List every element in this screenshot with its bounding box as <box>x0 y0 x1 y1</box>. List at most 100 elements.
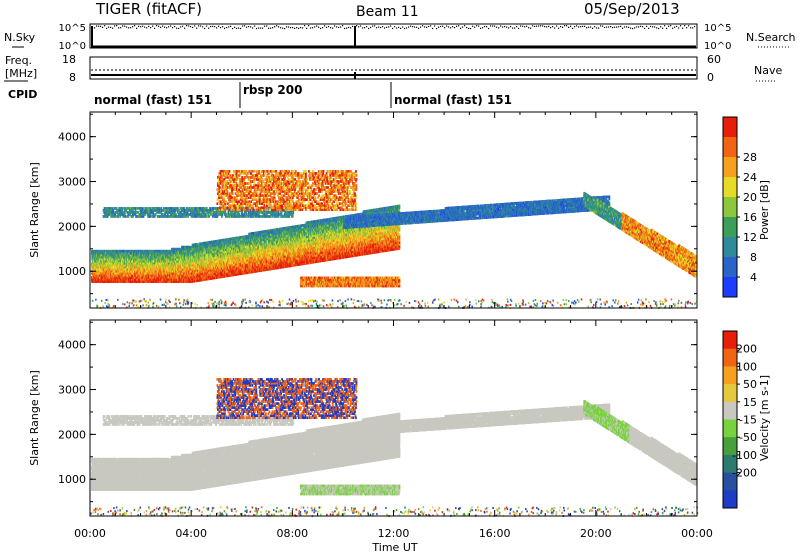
nsky-dot <box>602 26 603 27</box>
nsky-dot <box>92 27 93 28</box>
nsky-dot <box>362 27 363 28</box>
nsky-dot <box>474 27 475 28</box>
nsky-dot <box>118 27 119 28</box>
nsky-dot <box>270 28 271 29</box>
nsky-dot <box>276 25 277 26</box>
nsky-dot <box>450 27 451 28</box>
nsky-dot <box>692 27 693 28</box>
nsky-dot <box>434 25 435 26</box>
nsky-dot <box>620 26 621 27</box>
nsky-dot <box>120 27 121 28</box>
nsky-dot <box>256 28 257 29</box>
nsky-dot <box>570 26 571 27</box>
nsky-dot <box>564 25 565 26</box>
nsky-dot <box>298 28 299 29</box>
nsky-dot <box>438 27 439 28</box>
nsky-dot <box>552 26 553 27</box>
nsky-dot <box>146 27 147 28</box>
nsky-dot <box>96 25 97 26</box>
nsky-dot <box>240 28 241 29</box>
nsky-dot <box>284 28 285 29</box>
nsky-dot <box>410 26 411 27</box>
nsky-dot <box>134 25 135 26</box>
nsky-dot <box>610 26 611 27</box>
nsky-dot <box>640 26 641 27</box>
nsky-dot <box>322 27 323 28</box>
nsky-dot <box>624 26 625 27</box>
nsky-dot <box>442 26 443 27</box>
nsky-dot <box>150 27 151 28</box>
nsky-dot <box>470 28 471 29</box>
nsky-dot <box>668 26 669 27</box>
nsky-dot <box>138 26 139 27</box>
nsky-dot <box>446 25 447 26</box>
nsky-dot <box>684 25 685 26</box>
nsky-dot <box>616 27 617 28</box>
nsky-dot <box>524 26 525 27</box>
nsky-dot <box>372 25 373 26</box>
nsky-top-trace <box>92 25 695 29</box>
nsky-dot <box>206 26 207 27</box>
nsky-dot <box>690 27 691 28</box>
nsky-dot <box>198 25 199 26</box>
nsky-dot <box>352 26 353 27</box>
nsky-dot <box>282 28 283 29</box>
nsky-dot <box>160 27 161 28</box>
nsky-dot <box>392 28 393 29</box>
nsky-dot <box>398 27 399 28</box>
nsky-dot <box>314 26 315 27</box>
nsky-dot <box>344 28 345 29</box>
nsky-dot <box>506 27 507 28</box>
cpid-panel: CPID normal (fast) 151 rbsp 200 normal (… <box>8 82 512 108</box>
nsky-dot <box>484 26 485 27</box>
freq-tick-top-left: 18 <box>62 53 76 66</box>
nsky-dot <box>490 25 491 26</box>
cpid-segment-2: rbsp 200 <box>243 83 302 97</box>
nsky-dot <box>158 26 159 27</box>
nsky-dot <box>544 26 545 27</box>
nsky-dot <box>220 27 221 28</box>
nsky-frame <box>90 24 697 48</box>
nsky-dot <box>162 25 163 26</box>
nsky-dot <box>568 27 569 28</box>
nsky-dot <box>342 25 343 26</box>
nsky-dot <box>370 27 371 28</box>
nsky-dot <box>516 26 517 27</box>
nsky-dot <box>466 27 467 28</box>
nsky-dot <box>622 28 623 29</box>
nsky-dot <box>448 26 449 27</box>
nsky-dot <box>608 26 609 27</box>
nsky-dot <box>154 28 155 29</box>
cpid-segment-3: normal (fast) 151 <box>394 93 512 107</box>
nsky-dot <box>538 25 539 26</box>
radar-title: TIGER (fitACF) <box>95 0 202 18</box>
nsky-dot <box>592 28 593 29</box>
nsky-dot <box>566 25 567 26</box>
nsky-dot <box>458 25 459 26</box>
nsky-dot <box>366 26 367 27</box>
nsky-dot <box>686 27 687 28</box>
nsky-dot <box>278 26 279 27</box>
nsky-dot <box>226 27 227 28</box>
nsky-dot <box>580 26 581 27</box>
nsky-dot <box>182 26 183 27</box>
nsky-dot <box>430 25 431 26</box>
nsky-dot <box>432 28 433 29</box>
nsky-dot <box>280 27 281 28</box>
nsky-dot <box>230 26 231 27</box>
nsky-dot <box>540 25 541 26</box>
nsky-dot <box>468 28 469 29</box>
nsky-dot <box>630 27 631 28</box>
nsky-dot <box>644 28 645 29</box>
nsky-dot <box>266 25 267 26</box>
nsky-dot <box>530 28 531 29</box>
nsky-dot <box>262 28 263 29</box>
nsky-dot <box>526 26 527 27</box>
nsky-dot <box>218 26 219 27</box>
nsky-dot <box>140 26 141 27</box>
nsky-dot <box>424 26 425 27</box>
nsky-dot <box>634 27 635 28</box>
nsky-dot <box>148 26 149 27</box>
nsky-dot <box>170 25 171 26</box>
nsky-dot <box>444 27 445 28</box>
